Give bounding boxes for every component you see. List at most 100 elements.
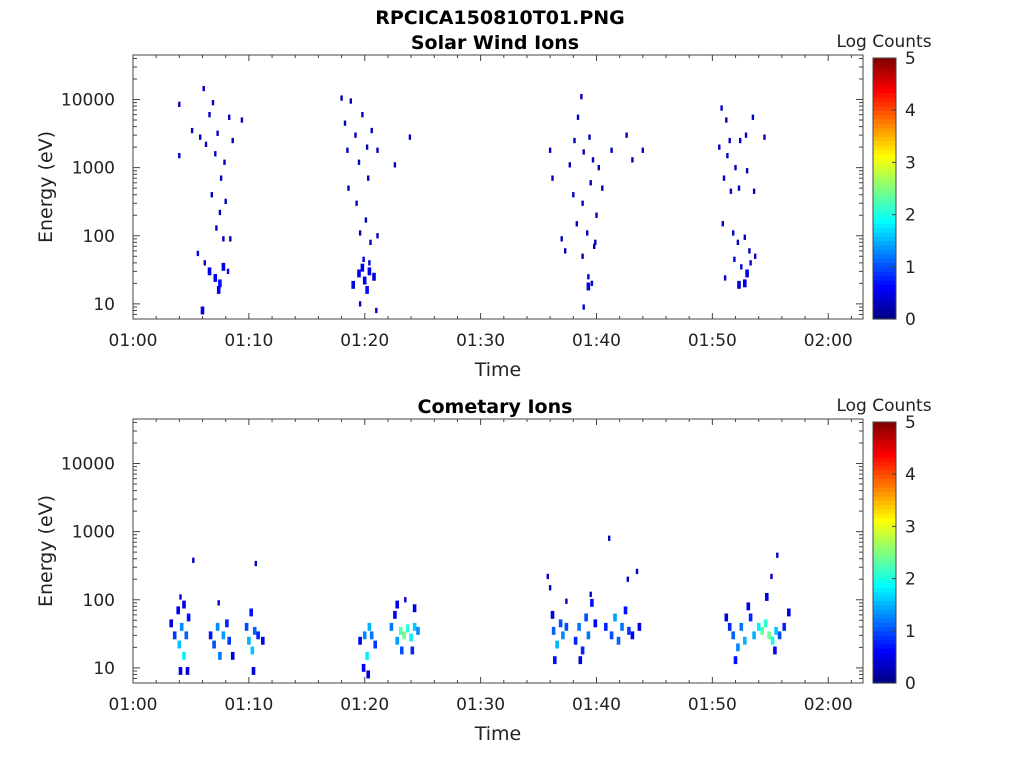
- data-cell: [641, 147, 644, 153]
- data-cell: [204, 141, 208, 147]
- data-cell: [763, 619, 768, 628]
- colorbar-segment: [873, 604, 896, 610]
- data-cell: [561, 631, 565, 640]
- colorbar-segment: [873, 530, 896, 536]
- data-cell: [224, 198, 227, 204]
- data-cell: [215, 225, 218, 231]
- colorbar-segment: [873, 535, 896, 541]
- data-cell: [620, 622, 624, 631]
- data-cell: [218, 279, 222, 288]
- data-cell: [586, 282, 591, 291]
- data-cell: [740, 264, 743, 270]
- data-cell: [748, 248, 751, 254]
- plot-area: [132, 418, 864, 684]
- colorbar-segment: [873, 201, 896, 207]
- figure-title: RPCICA150810T01.PNG: [375, 7, 625, 29]
- data-cell: [169, 619, 173, 628]
- data-cell: [412, 622, 417, 631]
- data-cell: [610, 147, 613, 153]
- colorbar-tick-label: 3: [905, 153, 916, 173]
- colorbar-tick-label: 1: [905, 622, 916, 642]
- colorbar-segment: [873, 643, 896, 649]
- data-cell: [587, 274, 590, 280]
- colorbar-segment: [873, 258, 896, 264]
- colorbar-segment: [873, 171, 896, 177]
- data-cell: [340, 95, 343, 101]
- data-cell: [733, 656, 738, 665]
- colorbar-tick-label: 1: [905, 258, 916, 278]
- data-cell: [623, 606, 628, 615]
- colorbar-segment: [873, 552, 896, 558]
- data-cell: [186, 613, 191, 622]
- data-cell: [582, 304, 585, 310]
- colorbar-segment: [873, 522, 896, 527]
- data-cell: [196, 250, 200, 257]
- data-cell: [216, 286, 221, 294]
- data-cell: [637, 622, 642, 631]
- data-cell: [360, 263, 365, 272]
- data-cell: [590, 280, 594, 286]
- colorbar-segment: [873, 184, 896, 190]
- panel-solar-wind: Solar Wind Ions 01:00 01:10 01:20 01:30 01:40…: [35, 32, 932, 381]
- x-tick-label: 01:40: [572, 695, 621, 715]
- colorbar-segment: [873, 97, 896, 103]
- data-cell: [247, 636, 251, 645]
- y-tick-label: 10000: [61, 455, 115, 475]
- data-cell: [776, 552, 779, 558]
- colorbar-segment: [873, 469, 896, 475]
- colorbar-segment: [873, 678, 896, 684]
- data-cell: [179, 594, 182, 600]
- data-cell: [393, 610, 397, 619]
- data-cell: [551, 175, 554, 181]
- data-cell: [744, 132, 748, 138]
- colorbar-segment: [873, 443, 896, 449]
- data-cell: [208, 631, 213, 640]
- colorbar-segment: [873, 482, 896, 488]
- colorbar-segment: [873, 617, 896, 623]
- data-cell: [178, 101, 181, 107]
- x-axis-label: Time: [474, 359, 522, 381]
- data-cell: [357, 269, 361, 278]
- data-cell: [376, 147, 379, 153]
- data-cell: [404, 597, 407, 603]
- data-cell: [365, 651, 369, 660]
- data-cell: [593, 243, 596, 249]
- data-cell: [207, 267, 212, 276]
- data-cell: [745, 269, 749, 278]
- colorbar-label: Log Counts: [836, 396, 931, 416]
- data-cell: [178, 667, 183, 675]
- data-cell: [555, 640, 559, 649]
- data-cell: [754, 253, 757, 259]
- colorbar-segment: [873, 652, 896, 658]
- data-cell: [581, 200, 584, 206]
- colorbar-segment: [873, 548, 896, 554]
- colorbar-segment: [873, 665, 896, 671]
- data-cell: [250, 646, 255, 655]
- data-cell: [368, 260, 371, 266]
- data-cell: [597, 165, 600, 171]
- data-cell: [369, 239, 372, 245]
- data-cell: [726, 153, 729, 159]
- colorbar-segment: [873, 214, 896, 220]
- colorbar-segment: [873, 236, 896, 242]
- colorbar-segment: [873, 153, 896, 159]
- data-cell: [408, 134, 412, 140]
- data-cell: [625, 132, 628, 138]
- data-cell: [240, 117, 244, 123]
- x-axis-label: Time: [474, 723, 522, 745]
- data-cell: [346, 147, 349, 153]
- colorbar-segment: [873, 504, 896, 510]
- y-tick-label: 1000: [72, 159, 115, 179]
- colorbar-segment: [873, 448, 896, 454]
- data-cell: [199, 134, 202, 140]
- colorbar-segment: [873, 630, 896, 636]
- data-cell: [358, 230, 362, 236]
- data-cell: [739, 622, 744, 631]
- data-cell: [249, 608, 253, 617]
- data-cell: [251, 667, 256, 675]
- colorbar-segment: [873, 609, 896, 614]
- colorbar-segment: [873, 669, 896, 675]
- data-cell: [214, 151, 217, 157]
- data-cell: [586, 631, 591, 640]
- x-tick-label: 01:10: [224, 331, 273, 351]
